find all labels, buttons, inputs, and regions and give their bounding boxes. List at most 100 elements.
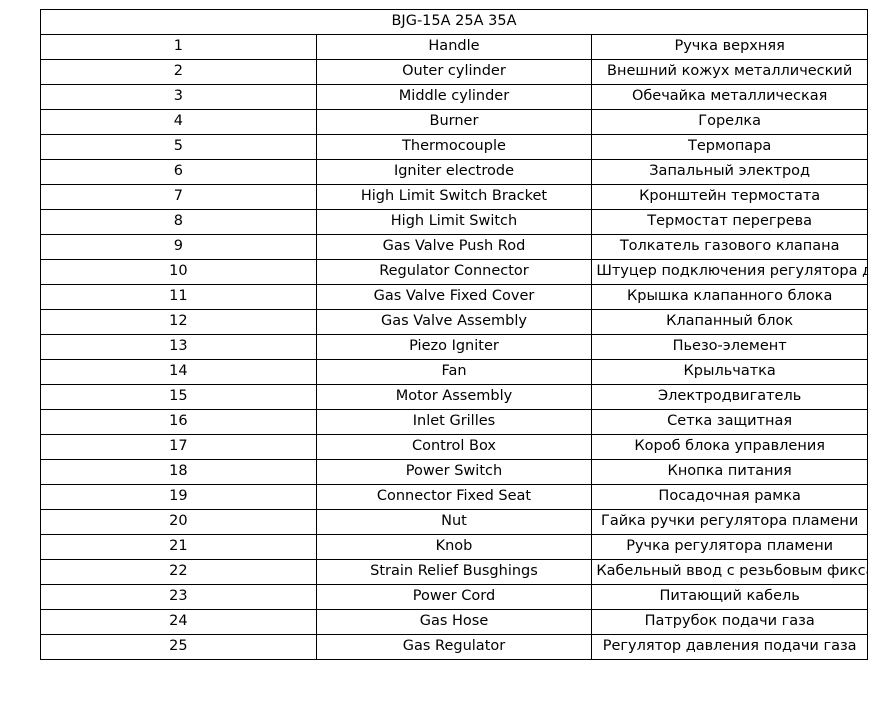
part-name-en-cell: Gas Regulator — [315, 634, 593, 660]
table-row: 13 Piezo Igniter Пьезо-элемент — [40, 334, 868, 360]
table-row: 9 Gas Valve Push Rod Толкатель газового … — [40, 234, 868, 260]
part-number-cell: 5 — [40, 134, 317, 160]
part-name-en-cell: Motor Assembly — [315, 384, 593, 410]
part-number-cell: 24 — [40, 609, 317, 635]
part-name-ru-cell: Штуцер подключения регулятора давления — [591, 259, 868, 285]
part-number-cell: 20 — [40, 509, 317, 535]
part-name-en-cell: Igniter electrode — [315, 159, 593, 185]
part-name-en-cell: Nut — [315, 509, 593, 535]
parts-table-container: BJG-15A 25A 35A 1 Handle Ручка верхняя 2… — [40, 9, 868, 660]
part-name-ru-cell: Толкатель газового клапана — [591, 234, 868, 260]
part-name-ru-cell: Сетка защитная — [591, 409, 868, 435]
table-row: 14 Fan Крыльчатка — [40, 359, 868, 385]
part-number-cell: 15 — [40, 384, 317, 410]
table-title-row: BJG-15A 25A 35A — [40, 9, 868, 35]
part-name-ru-cell: Крыльчатка — [591, 359, 868, 385]
part-name-en-cell: Connector Fixed Seat — [315, 484, 593, 510]
part-name-en-cell: Control Box — [315, 434, 593, 460]
part-name-en-cell: Outer cylinder — [315, 59, 593, 85]
part-name-ru-cell: Термостат перегрева — [591, 209, 868, 235]
part-number-cell: 19 — [40, 484, 317, 510]
part-name-ru-cell: Внешний кожух металлический — [591, 59, 868, 85]
part-number-cell: 13 — [40, 334, 317, 360]
part-name-ru-cell: Обечайка металлическая — [591, 84, 868, 110]
part-name-en-cell: Knob — [315, 534, 593, 560]
part-name-ru-cell: Запальный электрод — [591, 159, 868, 185]
part-name-ru-cell: Клапанный блок — [591, 309, 868, 335]
part-name-ru-cell: Патрубок подачи газа — [591, 609, 868, 635]
part-name-en-cell: Burner — [315, 109, 593, 135]
table-row: 23 Power Cord Питающий кабель — [40, 584, 868, 610]
part-name-en-cell: Middle cylinder — [315, 84, 593, 110]
part-name-ru-cell: Кронштейн термостата — [591, 184, 868, 210]
part-name-en-cell: Gas Hose — [315, 609, 593, 635]
part-number-cell: 4 — [40, 109, 317, 135]
part-name-en-cell: Strain Relief Busghings — [315, 559, 593, 585]
part-number-cell: 17 — [40, 434, 317, 460]
part-name-ru-cell: Питающий кабель — [591, 584, 868, 610]
part-number-cell: 9 — [40, 234, 317, 260]
table-row: 12 Gas Valve Assembly Клапанный блок — [40, 309, 868, 335]
part-number-cell: 11 — [40, 284, 317, 310]
part-number-cell: 10 — [40, 259, 317, 285]
table-row: 22 Strain Relief Busghings Кабельный вво… — [40, 559, 868, 585]
table-row: 15 Motor Assembly Электродвигатель — [40, 384, 868, 410]
part-number-cell: 1 — [40, 34, 317, 60]
part-number-cell: 22 — [40, 559, 317, 585]
part-number-cell: 16 — [40, 409, 317, 435]
part-name-en-cell: Power Cord — [315, 584, 593, 610]
part-name-en-cell: Gas Valve Push Rod — [315, 234, 593, 260]
table-row: 1 Handle Ручка верхняя — [40, 34, 868, 60]
part-name-en-cell: High Limit Switch Bracket — [315, 184, 593, 210]
parts-table: BJG-15A 25A 35A 1 Handle Ручка верхняя 2… — [40, 9, 868, 660]
part-number-cell: 12 — [40, 309, 317, 335]
part-name-en-cell: Gas Valve Fixed Cover — [315, 284, 593, 310]
part-name-ru-cell: Регулятор давления подачи газа — [591, 634, 868, 660]
part-number-cell: 14 — [40, 359, 317, 385]
table-row: 6 Igniter electrode Запальный электрод — [40, 159, 868, 185]
part-number-cell: 8 — [40, 209, 317, 235]
table-row: 10 Regulator Connector Штуцер подключени… — [40, 259, 868, 285]
table-row: 3 Middle cylinder Обечайка металлическая — [40, 84, 868, 110]
part-name-ru-cell: Гайка ручки регулятора пламени — [591, 509, 868, 535]
part-name-ru-cell: Термопара — [591, 134, 868, 160]
table-row: 17 Control Box Короб блока управления — [40, 434, 868, 460]
table-row: 18 Power Switch Кнопка питания — [40, 459, 868, 485]
part-name-en-cell: High Limit Switch — [315, 209, 593, 235]
table-row: 24 Gas Hose Патрубок подачи газа — [40, 609, 868, 635]
part-name-en-cell: Gas Valve Assembly — [315, 309, 593, 335]
part-name-ru-cell: Ручка регулятора пламени — [591, 534, 868, 560]
part-name-ru-cell: Посадочная рамка — [591, 484, 868, 510]
part-name-ru-cell: Кабельный ввод с резьбовым фиксатором — [591, 559, 868, 585]
part-name-en-cell: Thermocouple — [315, 134, 593, 160]
table-row: 7 High Limit Switch Bracket Кронштейн те… — [40, 184, 868, 210]
part-name-ru-cell: Кнопка питания — [591, 459, 868, 485]
part-name-en-cell: Piezo Igniter — [315, 334, 593, 360]
part-name-en-cell: Inlet Grilles — [315, 409, 593, 435]
part-name-en-cell: Power Switch — [315, 459, 593, 485]
part-name-en-cell: Regulator Connector — [315, 259, 593, 285]
part-number-cell: 23 — [40, 584, 317, 610]
table-row: 25 Gas Regulator Регулятор давления пода… — [40, 634, 868, 660]
table-row: 19 Connector Fixed Seat Посадочная рамка — [40, 484, 868, 510]
part-name-ru-cell: Электродвигатель — [591, 384, 868, 410]
part-name-ru-cell: Пьезо-элемент — [591, 334, 868, 360]
part-number-cell: 6 — [40, 159, 317, 185]
table-row: 11 Gas Valve Fixed Cover Крышка клапанно… — [40, 284, 868, 310]
part-number-cell: 7 — [40, 184, 317, 210]
part-name-en-cell: Handle — [315, 34, 593, 60]
part-name-ru-cell: Крышка клапанного блока — [591, 284, 868, 310]
table-row: 2 Outer cylinder Внешний кожух металличе… — [40, 59, 868, 85]
table-row: 4 Burner Горелка — [40, 109, 868, 135]
part-name-ru-cell: Ручка верхняя — [591, 34, 868, 60]
part-name-ru-cell: Горелка — [591, 109, 868, 135]
table-row: 16 Inlet Grilles Сетка защитная — [40, 409, 868, 435]
parts-table-body: BJG-15A 25A 35A 1 Handle Ручка верхняя 2… — [40, 9, 868, 660]
part-number-cell: 18 — [40, 459, 317, 485]
part-number-cell: 3 — [40, 84, 317, 110]
part-name-ru-cell: Короб блока управления — [591, 434, 868, 460]
part-name-en-cell: Fan — [315, 359, 593, 385]
table-title: BJG-15A 25A 35A — [40, 9, 868, 35]
part-number-cell: 21 — [40, 534, 317, 560]
table-row: 8 High Limit Switch Термостат перегрева — [40, 209, 868, 235]
